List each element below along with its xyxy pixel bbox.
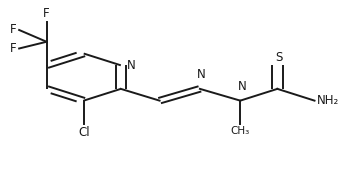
Text: N: N (197, 68, 206, 81)
Text: F: F (10, 42, 16, 55)
Text: N: N (127, 59, 135, 72)
Text: CH₃: CH₃ (231, 126, 250, 136)
Text: Cl: Cl (78, 126, 90, 139)
Text: F: F (43, 7, 50, 20)
Text: S: S (275, 51, 283, 64)
Text: NH₂: NH₂ (317, 94, 339, 107)
Text: F: F (10, 23, 16, 36)
Text: N: N (237, 80, 246, 93)
